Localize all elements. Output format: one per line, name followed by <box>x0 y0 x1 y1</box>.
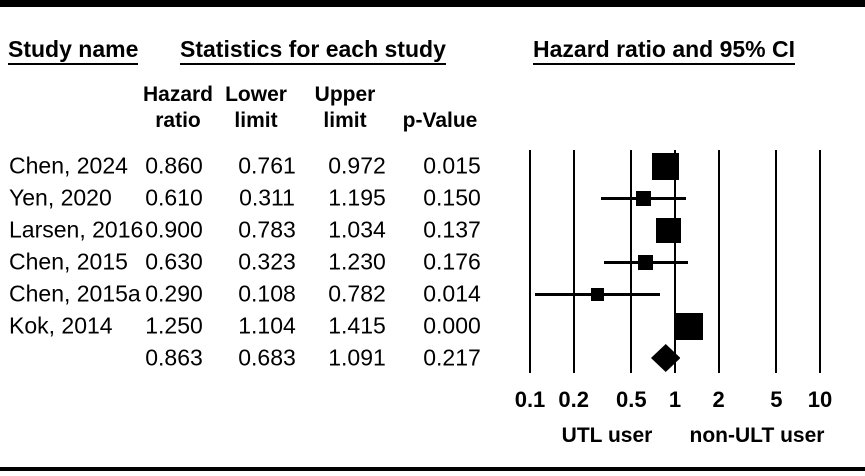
x-tick-label-0.2: 0.2 <box>558 387 589 412</box>
column-header-lower-line2: limit <box>234 109 278 132</box>
point-estimate-marker <box>638 254 654 270</box>
upper-limit-value: 1.230 <box>328 248 386 275</box>
p-value: 0.000 <box>423 312 481 339</box>
hazard-ratio-value: 0.610 <box>145 184 203 211</box>
column-header-upper-line2: limit <box>323 109 367 132</box>
point-estimate-marker <box>655 217 681 243</box>
point-estimate-marker <box>675 312 703 340</box>
p-value: 0.137 <box>423 216 481 243</box>
lower-limit-value: 1.104 <box>238 312 296 339</box>
p-value: 0.014 <box>423 280 481 307</box>
column-header-p-value: p-Value <box>402 109 478 132</box>
point-estimate-marker <box>652 152 679 180</box>
lower-limit-value: 0.311 <box>239 184 295 211</box>
gridline-0.2 <box>572 150 575 373</box>
p-value: 0.015 <box>423 152 481 179</box>
lower-limit-value: 0.761 <box>238 152 296 179</box>
gridline-5 <box>775 150 778 373</box>
x-tick-label-5: 5 <box>770 387 783 412</box>
point-estimate-marker <box>636 190 652 206</box>
hazard-ratio-value: 1.250 <box>145 312 203 339</box>
top-border <box>0 0 865 7</box>
p-value: 0.150 <box>423 184 481 211</box>
overall-diamond <box>650 344 681 372</box>
point-estimate-marker <box>590 287 604 301</box>
upper-limit-value: 0.972 <box>328 152 386 179</box>
lower-limit-value: 0.783 <box>238 216 296 243</box>
x-axis-right-label: non-ULT user <box>689 424 825 447</box>
lower-limit-value: 0.108 <box>238 280 296 307</box>
study-name-header: Study name <box>8 36 139 65</box>
plot-title: Hazard ratio and 95% CI <box>533 36 796 65</box>
hazard-ratio-value: 0.860 <box>145 152 203 179</box>
gridline-0.1 <box>529 150 531 373</box>
statistics-header: Statistics for each study <box>180 36 446 65</box>
upper-limit-value: 1.091 <box>328 344 386 371</box>
x-tick-label-1: 1 <box>668 387 682 412</box>
study-name: Chen, 2015 <box>9 248 128 275</box>
gridline-10 <box>819 150 821 373</box>
column-header-hazard-line1: Hazard <box>142 83 214 106</box>
upper-limit-value: 0.782 <box>328 280 386 307</box>
study-name: Larsen, 2016 <box>9 216 144 243</box>
upper-limit-value: 1.415 <box>328 312 386 339</box>
column-header-lower-line1: Lower <box>225 83 287 106</box>
x-axis-left-label: UTL user <box>561 424 653 447</box>
x-tick-label-2: 2 <box>712 387 725 412</box>
bottom-border <box>0 467 865 471</box>
x-tick-label-0.5: 0.5 <box>616 387 647 412</box>
study-name: Yen, 2020 <box>9 184 112 211</box>
lower-limit-value: 0.323 <box>238 248 296 275</box>
hazard-ratio-value: 0.863 <box>145 344 203 371</box>
gridline-2 <box>717 150 720 373</box>
study-name: Kok, 2014 <box>9 312 113 339</box>
upper-limit-value: 1.195 <box>328 184 386 211</box>
upper-limit-value: 1.034 <box>328 216 386 243</box>
column-header-hazard-ratio: Hazard ratio <box>143 82 213 134</box>
column-header-hazard-line2: ratio <box>155 109 201 132</box>
x-tick-label-10: 10 <box>807 387 833 412</box>
p-value: 0.176 <box>423 248 481 275</box>
p-value: 0.217 <box>423 344 481 371</box>
hazard-ratio-value: 0.630 <box>145 248 203 275</box>
study-name: Chen, 2015a <box>9 280 141 307</box>
hazard-ratio-value: 0.900 <box>145 216 203 243</box>
column-header-lower-limit: Lower limit <box>225 82 287 134</box>
x-tick-label-0.1: 0.1 <box>514 387 546 412</box>
column-header-upper-line1: Upper <box>314 83 376 106</box>
study-name: Chen, 2024 <box>9 152 128 179</box>
lower-limit-value: 0.683 <box>238 344 296 371</box>
hazard-ratio-value: 0.290 <box>145 280 203 307</box>
column-header-upper-limit: Upper limit <box>315 82 376 134</box>
